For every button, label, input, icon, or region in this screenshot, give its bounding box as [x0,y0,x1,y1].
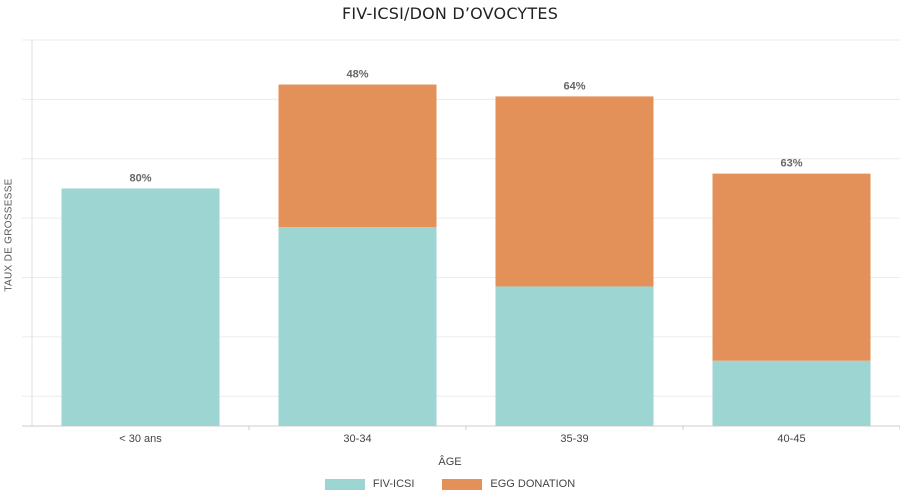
data-label: 63% [780,158,802,170]
data-label: 80% [129,172,151,184]
bar-fiv-icsi [278,227,437,426]
legend-label-fiv-icsi: FIV-ICSI [372,478,415,490]
x-tick-label: 40-45 [777,433,805,445]
data-label: 48% [346,69,368,81]
chart-title: FIV-ICSI/DON D’OVOCYTES [341,4,559,23]
bar-fiv-icsi [61,188,220,426]
bar-egg-donation [495,96,654,287]
x-tick-label: < 30 ans [119,433,162,445]
bar-fiv-icsi [712,360,871,426]
x-tick-label: 30-34 [343,433,371,445]
legend-label-egg-donation: EGG DONATION [490,478,576,490]
legend: FIV-ICSI EGG DONATION [0,478,900,490]
legend-item-egg-donation[interactable]: EGG DONATION [442,478,575,490]
legend-item-fiv-icsi[interactable]: FIV-ICSI [324,478,415,490]
x-tick-label: 35-39 [560,433,588,445]
bar-fiv-icsi [495,286,654,426]
legend-swatch-egg-donation [442,478,483,490]
bar-egg-donation [278,84,437,228]
x-axis-label: ÂGE [438,456,462,468]
bar-egg-donation [712,173,871,361]
legend-swatch-fiv-icsi [324,478,365,490]
data-label: 64% [563,80,585,92]
